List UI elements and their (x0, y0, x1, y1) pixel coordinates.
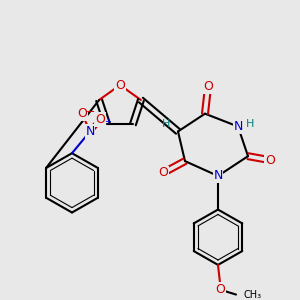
Text: O: O (203, 80, 213, 94)
Text: O: O (115, 79, 125, 92)
Text: O: O (77, 107, 87, 120)
Text: O: O (215, 283, 225, 296)
Text: N: N (213, 169, 223, 182)
Text: H: H (162, 118, 170, 129)
Text: −: − (86, 107, 95, 117)
Text: O: O (265, 154, 275, 166)
Text: N: N (85, 125, 95, 138)
Text: H: H (246, 118, 254, 129)
Text: +: + (104, 117, 111, 126)
Text: N: N (233, 120, 243, 133)
Text: O: O (95, 113, 105, 126)
Text: CH₃: CH₃ (244, 290, 262, 300)
Text: O: O (158, 167, 168, 179)
